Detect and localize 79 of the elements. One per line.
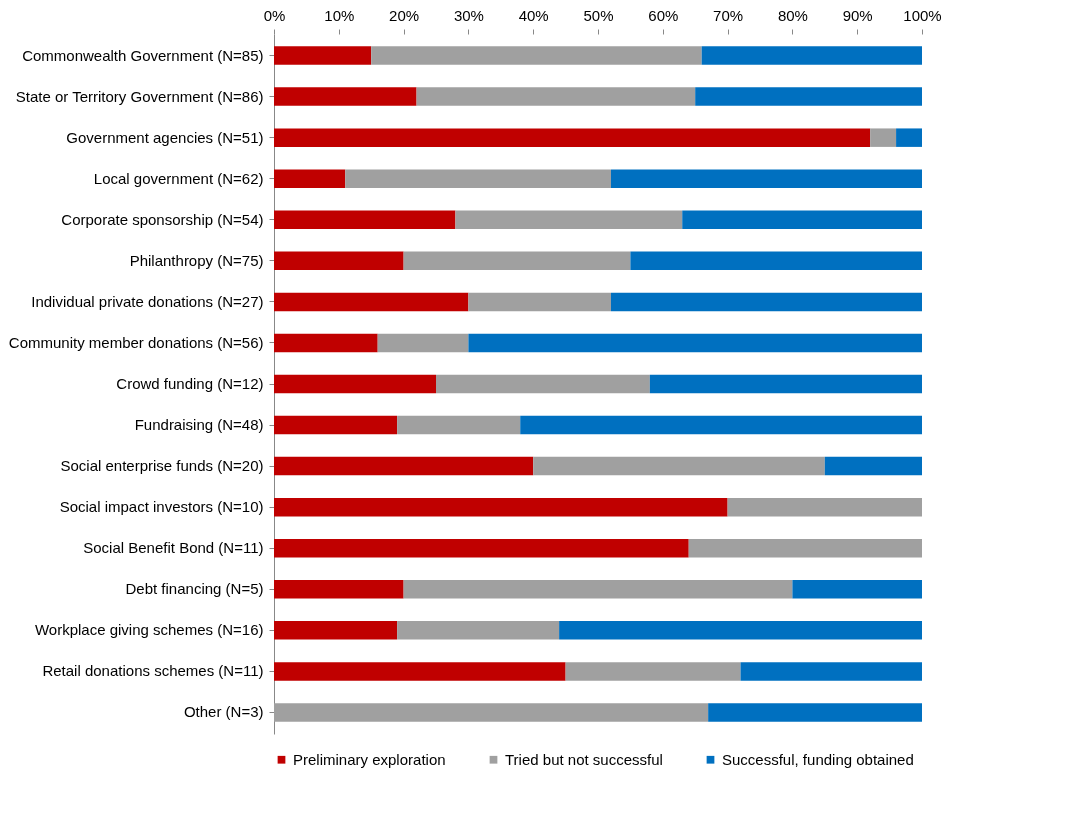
bar xyxy=(695,87,922,106)
bar xyxy=(403,580,793,599)
x-tick-label: 10% xyxy=(324,6,355,24)
bar xyxy=(274,169,346,188)
bar xyxy=(274,87,417,106)
legend-label: Tried but not successful xyxy=(505,750,663,768)
bar xyxy=(274,621,398,640)
x-tick-label: 80% xyxy=(777,6,808,24)
y-tick-label: Corporate sponsorship (N=54) xyxy=(61,210,264,228)
legend-label: Successful, funding obtained xyxy=(722,750,914,768)
bar xyxy=(559,621,922,640)
bar xyxy=(727,497,922,517)
bar xyxy=(740,662,922,681)
y-tick-label: Fundraising (N=48) xyxy=(134,416,264,434)
bar xyxy=(824,456,922,476)
y-tick-label: Social enterprise funds (N=20) xyxy=(60,457,264,475)
bar xyxy=(274,538,689,558)
bar xyxy=(688,538,922,558)
bar xyxy=(345,169,611,188)
bar xyxy=(397,415,521,435)
y-tick-label: Debt financing (N=5) xyxy=(125,580,264,598)
x-tick-label: 30% xyxy=(453,6,484,24)
x-tick-label: 100% xyxy=(903,6,942,24)
bar xyxy=(701,46,922,65)
bar xyxy=(274,580,404,599)
bar xyxy=(397,621,560,640)
y-tick-label: Commonwealth Government (N=85) xyxy=(22,46,264,64)
bar xyxy=(371,46,702,65)
x-tick-label: 20% xyxy=(389,6,420,24)
legend-label: Preliminary exploration xyxy=(293,750,446,768)
x-tick-label: 0% xyxy=(263,6,286,24)
bar xyxy=(274,210,456,230)
bar xyxy=(377,333,469,353)
x-tick-label: 60% xyxy=(648,6,679,24)
x-tick-label: 50% xyxy=(583,6,614,24)
bar xyxy=(630,251,922,271)
y-tick-label: Social impact investors (N=10) xyxy=(59,498,264,516)
bar xyxy=(274,292,469,312)
bar xyxy=(274,456,534,476)
bar xyxy=(610,292,922,312)
y-tick-label: Government agencies (N=51) xyxy=(66,128,264,146)
bar xyxy=(274,128,871,147)
y-tick-label: Philanthropy (N=75) xyxy=(129,251,264,269)
bar xyxy=(416,87,696,106)
bar xyxy=(792,580,922,599)
y-tick-label: Community member donations (N=56) xyxy=(8,333,264,351)
bar xyxy=(468,333,922,353)
bar xyxy=(682,210,922,230)
bar xyxy=(896,128,922,147)
bar xyxy=(274,333,378,353)
bar xyxy=(649,374,922,394)
bar xyxy=(436,374,650,394)
x-tick-label: 40% xyxy=(518,6,549,24)
bar xyxy=(870,128,897,147)
y-tick-label: Retail donations schemes (N=11) xyxy=(42,662,264,680)
bar xyxy=(274,374,436,394)
bar xyxy=(274,497,728,517)
bar xyxy=(274,415,398,435)
y-tick-label: Workplace giving schemes (N=16) xyxy=(34,621,264,639)
bar xyxy=(274,703,709,722)
bar xyxy=(403,251,631,271)
x-tick-label: 90% xyxy=(842,6,873,24)
x-tick-label: 70% xyxy=(713,6,744,24)
bar xyxy=(468,292,611,312)
y-tick-label: Local government (N=62) xyxy=(93,169,264,187)
y-tick-label: Crowd funding (N=12) xyxy=(116,375,264,392)
bar xyxy=(610,169,922,188)
bar xyxy=(274,46,372,65)
bar xyxy=(455,210,683,230)
bar xyxy=(533,456,825,476)
bar xyxy=(274,251,404,271)
bar xyxy=(708,703,922,722)
y-tick-label: State or Territory Government (N=86) xyxy=(15,87,264,105)
bar xyxy=(520,415,922,435)
bar xyxy=(274,662,566,681)
y-tick-label: Social Benefit Bond (N=11) xyxy=(83,539,264,557)
y-tick-label: Individual private donations (N=27) xyxy=(31,292,264,310)
y-tick-label: Other (N=3) xyxy=(183,703,264,721)
bar xyxy=(565,662,741,681)
